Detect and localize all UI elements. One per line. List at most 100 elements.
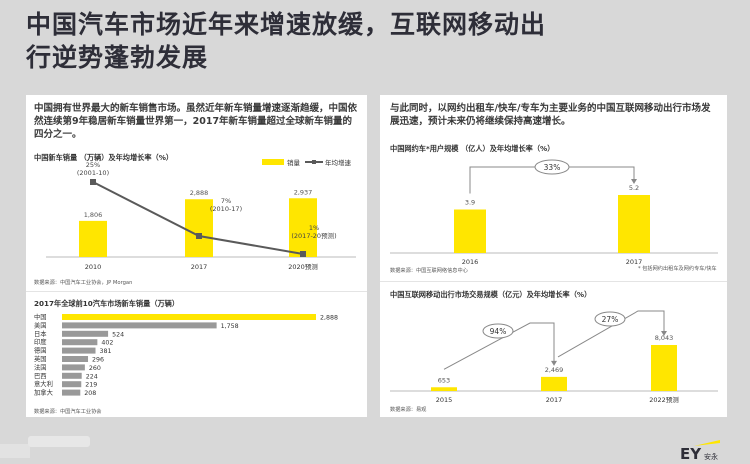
chart4-growth-rate: 27% [602,315,619,324]
chart1-legend-bar-label: 销量 [287,158,301,167]
chart1-growth-marker [90,179,96,185]
chart3-x-tick: 2017 [626,258,643,266]
chart3-bar-value: 3.9 [465,199,475,207]
chart3-source: 数据来源：中国互联网络信息中心 [390,268,468,274]
chart4-growth-rate: 94% [490,327,507,336]
chart1-source: 数据来源：中国汽车工业协会，JP Morgan [34,280,133,286]
right-intro-text: 与此同时，以网约出租车/快车/专车为主要业务的中国互联网移动出行市场发展迅速，预… [390,103,711,127]
chart1-bar-value: 1,806 [84,211,103,219]
chart4-bar [431,387,457,391]
chart2-bar [62,339,98,346]
chart2-category-label: 中国 [34,312,47,321]
chart2-bar-value: 2,888 [320,315,338,322]
chart4-growth-connector [557,310,665,358]
chart2-bar-value: 219 [85,382,97,389]
chart2-bar-value: 524 [112,331,124,338]
chart1-growth-label: 1% (2017-20预测) [291,224,336,240]
chart1-growth-marker [196,233,202,239]
chart3-bar [618,195,650,253]
chart3-bar [454,209,486,253]
chart1-growth-label: 25% (2001-10) [77,161,109,177]
chart4-x-tick: 2015 [436,396,453,404]
chart3-footnote: * 包括网约出租车及网约专车/快车 [638,266,717,272]
chart1-bar [185,199,213,257]
chart2-bar [62,372,82,379]
chart1-x-tick: 2017 [191,263,208,271]
chart1-legend-line-label: 年均增速 [325,158,352,167]
chart1-growth-label: 7% (2010-17) [210,197,242,213]
chart1-legend-bar-swatch [262,159,284,165]
chart2-source: 数据来源：中国汽车工业协会 [34,409,102,415]
page-title-line-1: 中国汽车市场近年来增速放缓，互联网移动出 [26,10,547,39]
chart3-x-tick: 2016 [462,258,479,266]
chart1-legend-line-marker [312,160,316,164]
chart2-title: 2017年全球前10汽车市场新车销量（万辆） [34,299,180,308]
chart2-svg: 中国 2,888 美国 1,758 日本 524 印度 402 德国 381 英国 296 法国 260 巴… [34,312,338,397]
chart1-x-tick: 2020预测 [288,262,318,271]
chart2-bar [62,314,316,320]
chart3-svg: 3.9 2016 5.2 2017 33% [390,159,718,266]
chart2-bar [62,381,82,388]
footer-decoration [0,444,30,458]
chart4-growth-bubble [482,323,514,339]
left-intro-text: 中国拥有世界最大的新车销售市场。虽然近年新车销量增速逐渐趋缓，中国依然连续第9年… [34,103,358,140]
chart3-bar-value: 5.2 [629,184,639,192]
page-title-line-2: 行逆势蓬勃发展 [26,43,209,72]
chart1-growth-label-line: 25% [86,161,100,169]
ey-logo: EY 安永 [680,440,720,460]
footer-blurred-label [28,436,90,447]
chart2-bar-value: 402 [101,340,113,347]
chart4-growth-arrowhead [551,360,557,366]
page-title: 中国汽车市场近年来增速放缓，互联网移动出 行逆势蓬勃发展 [26,8,546,74]
chart2-category-label: 日本 [34,329,47,338]
chart2-bar-value: 381 [100,348,112,355]
chart2-category-label: 美国 [34,320,47,329]
ey-logo-text: EY [680,445,702,460]
right-divider [380,281,727,282]
chart4-growth-arrowhead [661,331,667,336]
ey-logo-beam [694,440,720,446]
chart3-growth-arrowhead [631,179,637,184]
chart1-x-tick: 2010 [85,263,102,271]
chart4-x-tick: 2017 [546,396,563,404]
chart2-category-label: 德国 [34,346,47,355]
left-panel: 中国拥有世界最大的新车销售市场。虽然近年新车销量增速逐渐趋缓，中国依然连续第9年… [26,95,367,417]
chart4-bar [651,345,677,391]
chart3-growth-bubble [534,159,570,175]
chart2-bar [62,364,85,371]
chart1-growth-label-line: 1% [309,224,319,232]
chart2-category-label: 法国 [34,362,47,371]
chart1-bar [289,198,317,257]
ey-logo-sub: 安永 [704,452,718,460]
chart1-bar [79,220,107,257]
right-panel: 与此同时，以网约出租车/快车/专车为主要业务的中国互联网移动出行市场发展迅速，预… [380,95,727,417]
chart2-category-label: 英国 [34,354,47,363]
chart1-growth-label-line: (2001-10) [77,169,109,177]
chart1-title: 中国新车销量 （万辆）及年均增长率（%） [34,153,174,162]
chart2-bar [62,347,96,354]
chart1-bar-value: 2,937 [294,188,313,196]
chart4-growth-bubble [594,311,626,327]
chart1-bar-value: 2,888 [190,189,209,197]
chart4-bar-value: 653 [438,376,450,384]
chart2-bar-value: 224 [86,373,98,380]
chart4-bar [541,376,567,391]
chart3-growth-rate: 33% [544,163,561,172]
chart4-svg: 653 2015 2,469 2017 8,043 2022预测 94% 27% [390,310,718,404]
left-divider [26,291,367,292]
chart1-growth-label-line: (2017-20预测) [291,231,336,240]
chart2-category-label: 加拿大 [34,388,54,397]
chart2-category-label: 巴西 [34,372,47,380]
chart4-bar-value: 8,043 [655,334,674,342]
chart2-bar [62,322,217,329]
chart2-bar-value: 260 [89,365,101,372]
chart2-bar-value: 208 [84,390,96,397]
chart2-bar [62,389,81,396]
chart2-bar-value: 296 [92,357,104,364]
chart2-bar [62,330,109,337]
chart1-growth-label-line: 7% [221,197,231,205]
chart4-bar-value: 2,469 [545,366,564,374]
chart4-growth-connector [443,322,555,370]
chart4-source: 数据来源：易观 [390,407,427,413]
